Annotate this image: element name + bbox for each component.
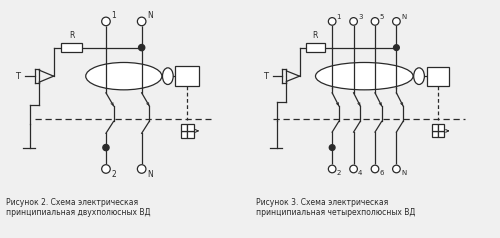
- Circle shape: [328, 165, 336, 173]
- Text: Рисунок 3. Схема электрическая
принципиальная четырехполюсных ВД: Рисунок 3. Схема электрическая принципиа…: [256, 198, 416, 217]
- Circle shape: [138, 165, 146, 173]
- Circle shape: [138, 17, 146, 26]
- Ellipse shape: [86, 62, 162, 90]
- Text: N: N: [401, 14, 406, 20]
- Circle shape: [330, 145, 335, 150]
- Text: T: T: [16, 72, 20, 81]
- Ellipse shape: [414, 68, 424, 84]
- FancyBboxPatch shape: [426, 67, 450, 86]
- Circle shape: [371, 18, 379, 25]
- Ellipse shape: [316, 62, 413, 90]
- Circle shape: [371, 165, 379, 173]
- FancyBboxPatch shape: [438, 131, 444, 137]
- Text: Рисунок 2. Схема электрическая
принципиальная двухполюсных ВД: Рисунок 2. Схема электрическая принципиа…: [6, 198, 150, 217]
- Circle shape: [103, 144, 109, 151]
- Text: 1: 1: [111, 11, 116, 20]
- FancyBboxPatch shape: [432, 124, 438, 131]
- Circle shape: [350, 18, 358, 25]
- Text: 3: 3: [358, 14, 362, 20]
- Text: N: N: [147, 170, 152, 179]
- Circle shape: [392, 18, 400, 25]
- Text: N: N: [401, 170, 406, 176]
- Text: IΔ>: IΔ>: [180, 72, 194, 81]
- Text: N: N: [147, 11, 152, 20]
- FancyBboxPatch shape: [438, 124, 444, 131]
- Text: 5: 5: [380, 14, 384, 20]
- FancyBboxPatch shape: [60, 43, 82, 52]
- Text: R: R: [69, 31, 74, 40]
- Text: 1: 1: [336, 14, 341, 20]
- Circle shape: [328, 18, 336, 25]
- Text: IΔ>: IΔ>: [431, 72, 445, 81]
- Text: 4: 4: [358, 170, 362, 176]
- Text: 2: 2: [111, 170, 116, 179]
- Circle shape: [102, 17, 110, 26]
- Circle shape: [138, 45, 145, 51]
- Text: R: R: [312, 31, 318, 40]
- FancyBboxPatch shape: [180, 124, 188, 131]
- FancyBboxPatch shape: [180, 131, 188, 138]
- FancyBboxPatch shape: [176, 66, 200, 86]
- FancyBboxPatch shape: [188, 124, 194, 131]
- Text: T: T: [263, 72, 268, 81]
- Text: 6: 6: [380, 170, 384, 176]
- FancyBboxPatch shape: [432, 131, 438, 137]
- Circle shape: [102, 165, 110, 173]
- FancyBboxPatch shape: [306, 43, 324, 52]
- Circle shape: [392, 165, 400, 173]
- Circle shape: [394, 45, 400, 50]
- Ellipse shape: [162, 68, 173, 84]
- Text: 2: 2: [336, 170, 341, 176]
- Circle shape: [350, 165, 358, 173]
- FancyBboxPatch shape: [188, 131, 194, 138]
